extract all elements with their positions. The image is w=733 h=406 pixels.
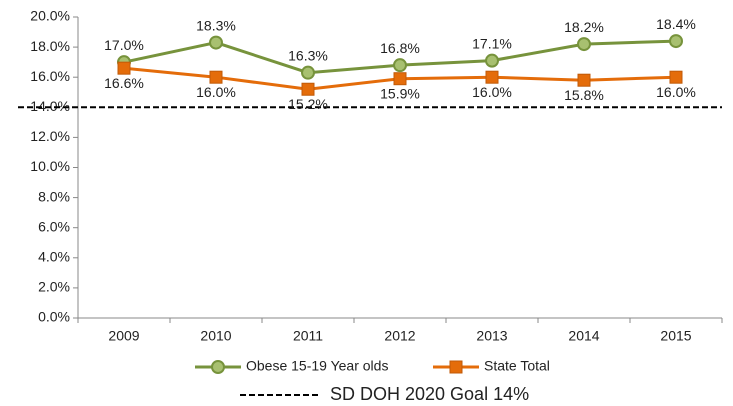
legend-goal-label: SD DOH 2020 Goal 14% — [330, 384, 529, 404]
data-label: 17.0% — [104, 37, 144, 53]
x-tick-label: 2010 — [200, 328, 231, 344]
y-tick-label: 12.0% — [30, 128, 70, 144]
y-tick-label: 8.0% — [38, 188, 70, 204]
marker — [393, 58, 407, 73]
marker — [301, 82, 315, 96]
marker — [117, 61, 131, 75]
data-label: 16.6% — [104, 75, 144, 91]
data-label: 18.4% — [656, 16, 696, 32]
y-tick-label: 16.0% — [30, 68, 70, 84]
marker — [301, 65, 315, 80]
data-label: 16.0% — [196, 84, 236, 100]
data-label: 17.1% — [472, 35, 512, 51]
data-label: 15.9% — [380, 85, 420, 101]
y-tick-label: 6.0% — [38, 218, 70, 234]
legend-marker — [449, 360, 463, 374]
x-tick-label: 2011 — [293, 328, 323, 344]
marker — [577, 73, 591, 87]
y-tick-label: 20.0% — [30, 8, 70, 24]
legend-label: State Total — [484, 358, 550, 374]
legend-marker — [211, 360, 225, 374]
data-label: 16.3% — [288, 47, 328, 63]
y-tick-label: 10.0% — [30, 158, 70, 174]
marker — [485, 70, 499, 84]
y-tick-label: 18.0% — [30, 38, 70, 54]
marker — [485, 53, 499, 68]
y-tick-label: 4.0% — [38, 249, 70, 265]
data-label: 16.0% — [656, 84, 696, 100]
data-label: 16.8% — [380, 40, 420, 56]
y-tick-label: 0.0% — [38, 309, 70, 325]
data-label: 15.8% — [564, 87, 604, 103]
data-label: 18.2% — [564, 19, 604, 35]
x-tick-label: 2009 — [108, 328, 139, 344]
marker — [669, 34, 683, 49]
y-tick-label: 2.0% — [38, 279, 70, 295]
x-tick-label: 2014 — [568, 328, 599, 344]
data-label: 18.3% — [196, 17, 236, 33]
y-tick-label: 14.0% — [30, 98, 70, 114]
x-tick-label: 2015 — [660, 328, 691, 344]
data-label: 16.0% — [472, 84, 512, 100]
marker — [393, 72, 407, 86]
marker — [577, 37, 591, 52]
data-label: 15.2% — [288, 96, 328, 112]
marker — [209, 70, 223, 84]
legend-label: Obese 15-19 Year olds — [246, 358, 388, 374]
marker — [209, 35, 223, 50]
x-tick-label: 2012 — [384, 328, 415, 344]
x-tick-label: 2013 — [476, 328, 507, 344]
marker — [669, 70, 683, 84]
